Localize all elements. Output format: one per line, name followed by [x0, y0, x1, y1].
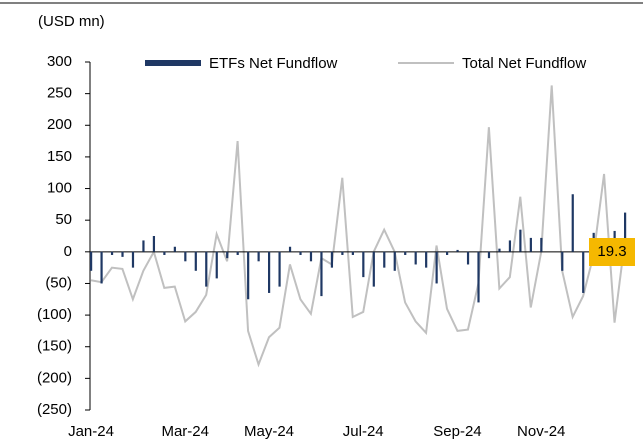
- bar: [529, 237, 532, 252]
- bar: [624, 212, 627, 252]
- bar: [477, 251, 480, 303]
- bar: [372, 251, 375, 287]
- y-tick-label: (150): [37, 338, 72, 355]
- y-tick-label: 150: [47, 148, 72, 165]
- bar: [446, 251, 449, 255]
- x-tick-label: Jul-24: [343, 423, 384, 440]
- line: [90, 85, 626, 368]
- bar: [320, 251, 323, 297]
- bar: [414, 251, 417, 265]
- bar: [173, 246, 176, 252]
- bar: [299, 251, 302, 255]
- y-tick-label: (200): [37, 369, 72, 386]
- bar: [194, 251, 197, 271]
- y-tick-label: (50): [45, 274, 72, 291]
- bar: [309, 251, 313, 262]
- bar: [236, 251, 239, 255]
- bar: [257, 251, 260, 262]
- bar: [278, 251, 281, 287]
- y-tick-label: (250): [37, 401, 72, 418]
- y-tick-label: (100): [37, 306, 72, 323]
- bar: [498, 248, 501, 252]
- legend-label: Total Net Fundflow: [462, 55, 586, 72]
- bar: [393, 251, 396, 271]
- bar: [184, 251, 187, 262]
- y-tick-label: 0: [64, 243, 72, 260]
- bar: [226, 251, 229, 259]
- bar: [351, 251, 354, 255]
- bar: [561, 251, 564, 271]
- annotation: 19.3: [597, 243, 626, 260]
- bar: [362, 251, 365, 278]
- bar: [519, 229, 522, 252]
- y-tick-label: 100: [47, 180, 72, 197]
- legend-swatch: [145, 60, 201, 66]
- bar: [152, 236, 156, 252]
- bar: [330, 251, 334, 268]
- bar: [540, 237, 543, 252]
- x-tick-label: Sep-24: [433, 423, 481, 440]
- annotation-box: [589, 238, 635, 266]
- bar: [163, 251, 166, 255]
- bar: [466, 251, 470, 265]
- x-tick-label: Mar-24: [161, 423, 209, 440]
- bar: [100, 251, 103, 284]
- y-tick-label: 300: [47, 53, 72, 70]
- bar: [90, 251, 93, 271]
- bar: [205, 251, 208, 287]
- x-tick-label: Nov-24: [517, 423, 565, 440]
- bar: [341, 251, 344, 255]
- y-tick-label: 50: [55, 211, 72, 228]
- chart-title: (USD mn): [38, 13, 105, 30]
- bar: [142, 240, 145, 252]
- bar: [288, 246, 292, 252]
- y-tick-label: 200: [47, 116, 72, 133]
- bar: [121, 251, 124, 257]
- bar: [425, 251, 428, 268]
- bar: [456, 249, 459, 252]
- bar: [110, 251, 114, 255]
- bar: [582, 251, 585, 293]
- x-tick-label: Jan-24: [68, 423, 114, 440]
- bar: [487, 251, 491, 259]
- x-tick-label: May-24: [244, 423, 294, 440]
- bar: [383, 251, 386, 268]
- bar: [268, 251, 271, 293]
- bar: [435, 251, 438, 284]
- y-tick-label: 250: [47, 85, 72, 102]
- bar: [404, 251, 407, 255]
- bar: [508, 240, 512, 252]
- bar: [247, 251, 250, 300]
- legend-label: ETFs Net Fundflow: [209, 55, 338, 72]
- bar: [131, 251, 135, 268]
- bar: [215, 251, 218, 279]
- bar: [571, 194, 574, 252]
